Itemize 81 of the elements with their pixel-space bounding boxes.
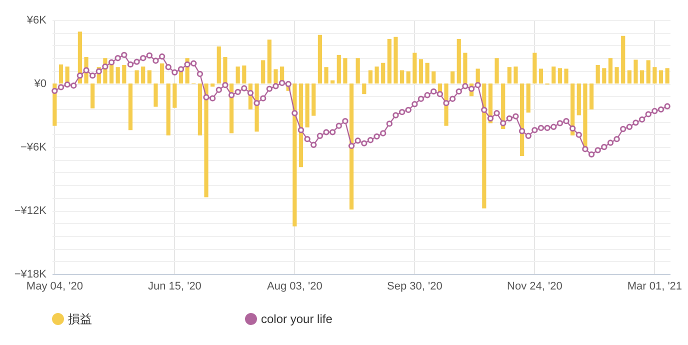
bar [514, 66, 518, 84]
bar [646, 60, 650, 84]
y-tick-label: −¥6K [20, 142, 48, 154]
bar [665, 68, 670, 84]
bar [494, 58, 499, 84]
bar [596, 64, 600, 84]
bar [432, 71, 436, 84]
bar [602, 68, 606, 84]
bar [406, 71, 410, 84]
bar [204, 84, 208, 198]
bar [381, 62, 386, 84]
bar [368, 70, 373, 84]
bar [640, 70, 644, 84]
bar [141, 66, 146, 84]
bar [330, 80, 335, 84]
bar [418, 59, 424, 84]
bar [318, 34, 322, 84]
bar [394, 36, 398, 84]
bar [652, 67, 657, 84]
bar [532, 52, 537, 84]
bar [526, 84, 530, 113]
x-tick-label: Mar 01, '21 [627, 280, 682, 292]
bar [627, 70, 632, 84]
bar [658, 70, 664, 84]
bar [507, 67, 512, 84]
bar [621, 36, 626, 84]
bar [298, 84, 304, 168]
bar [292, 84, 297, 226]
bar [116, 67, 120, 84]
y-tick-label: ¥6K [26, 14, 48, 26]
bar [90, 84, 95, 108]
bar [558, 68, 562, 84]
bar [356, 58, 360, 84]
bar [456, 39, 461, 84]
bar [216, 46, 221, 84]
bar [134, 70, 139, 84]
x-tick-label: May 04, '20 [26, 280, 83, 292]
bar [349, 84, 354, 210]
bar [128, 84, 133, 130]
y-tick-label: −¥18K [14, 268, 48, 280]
bar [482, 84, 486, 208]
bar [312, 84, 316, 116]
y-tick-label: −¥12K [14, 205, 48, 217]
bar [305, 84, 310, 128]
bar [564, 68, 568, 84]
bar [400, 70, 404, 84]
bar [387, 39, 392, 84]
bar [552, 66, 556, 84]
x-tick-label: Nov 24, '20 [507, 280, 562, 292]
bar [614, 67, 619, 84]
bar [576, 84, 581, 116]
bar [210, 84, 215, 87]
bar [608, 58, 613, 84]
bar [154, 84, 158, 107]
bar [336, 54, 341, 84]
bar [242, 66, 246, 84]
bar [343, 58, 348, 84]
bar [362, 84, 366, 94]
bar [166, 84, 170, 136]
bar [267, 40, 272, 84]
x-tick-label: Sep 30, '20 [387, 280, 442, 292]
bar [160, 63, 164, 84]
bar [425, 62, 430, 84]
bar [198, 84, 202, 136]
x-tick-label: Jun 15, '20 [148, 280, 202, 292]
bar [236, 66, 240, 84]
legend-label: 損益 [68, 312, 92, 326]
bar [412, 52, 417, 84]
legend-label: color your life [261, 312, 333, 326]
y-tick-label: ¥0 [33, 78, 46, 90]
bar [374, 66, 379, 84]
x-tick-label: Aug 03, '20 [267, 280, 322, 292]
bar [147, 70, 152, 84]
bar [261, 60, 266, 84]
bar [538, 68, 544, 84]
bar [172, 84, 177, 108]
bar [324, 67, 328, 84]
bar [122, 64, 126, 84]
bar [634, 60, 638, 84]
bar [450, 71, 455, 84]
bar [589, 84, 594, 110]
